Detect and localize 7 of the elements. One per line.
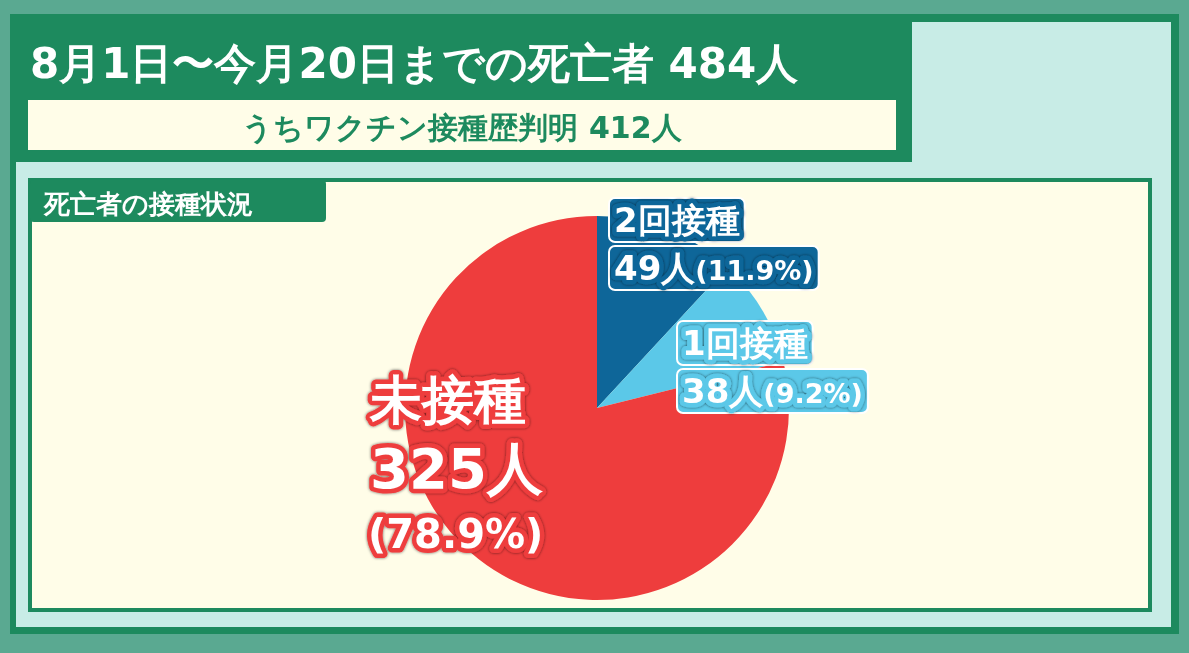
text: 死亡者の接種状況 [43,189,253,219]
data-label: 38人(9.2%) [682,371,863,411]
slice-label: 2回接種 [614,200,740,240]
data-label: 49人(11.9%) [614,248,814,288]
chart-title: 8月1日〜今月20日までの死亡者 484人 [30,39,799,88]
slice-label: 1回接種 [682,323,808,363]
chart-subtitle: うちワクチン接種歴判明 412人 [242,110,683,145]
